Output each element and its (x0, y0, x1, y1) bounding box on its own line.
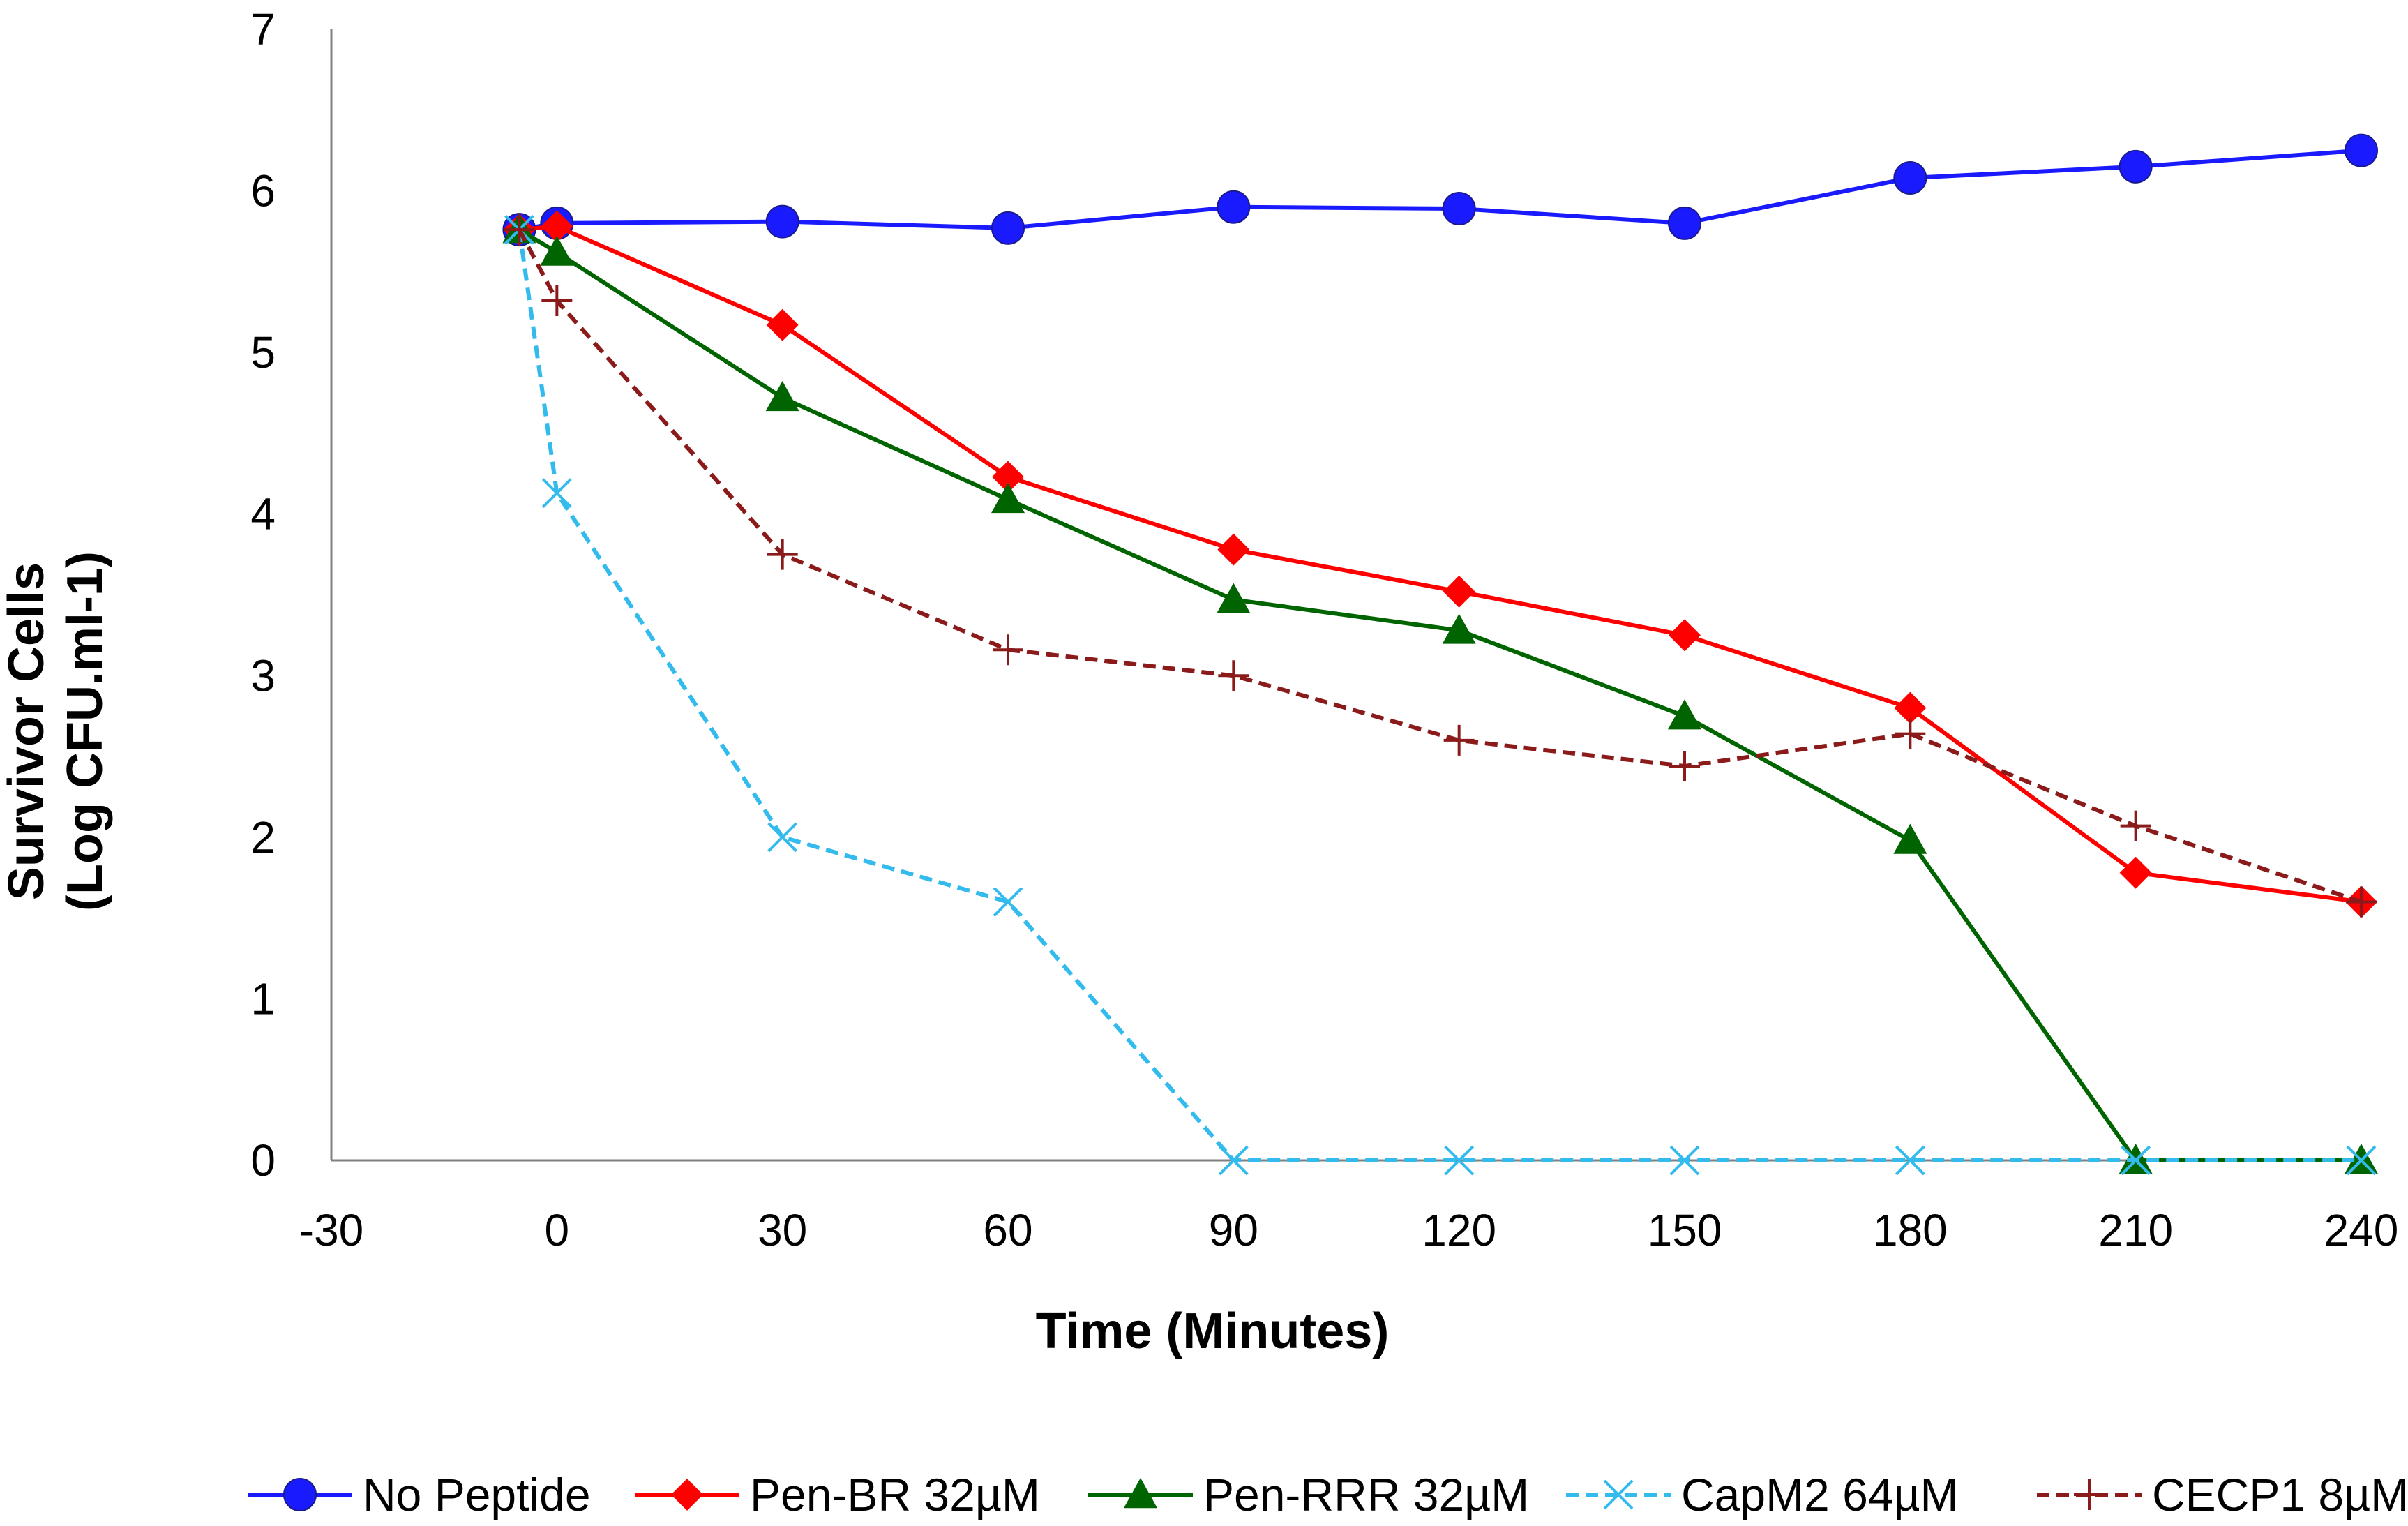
data-point (1444, 1145, 1475, 1176)
data-point (541, 478, 572, 509)
data-point (1443, 575, 1475, 608)
data-point (2121, 1145, 2151, 1176)
x-tick-label: 120 (1422, 1205, 1496, 1255)
legend: No Peptide Pen-BR 32µM Pen-RRR 32µM CapM2 6… (248, 1469, 2408, 1520)
x-tick-label: 60 (983, 1205, 1032, 1255)
data-point (283, 1478, 317, 1511)
data-point (1669, 750, 1700, 781)
data-point (671, 1479, 703, 1511)
x-tick-label: 0 (545, 1205, 570, 1255)
data-point (540, 235, 574, 266)
data-point (1895, 1145, 1925, 1176)
data-point (766, 308, 799, 341)
legend-item: Pen-BR 32µM (635, 1469, 1040, 1520)
data-point (504, 214, 535, 246)
y-tick-label: 7 (250, 4, 276, 54)
data-point (993, 887, 1023, 917)
legend-item: CECP1 8µM (2037, 1469, 2408, 1520)
data-point (541, 210, 573, 243)
data-point (1668, 206, 1701, 240)
legend-item: No Peptide (248, 1469, 591, 1520)
data-point (1442, 613, 1476, 644)
y-tick-labels: 0 1 2 3 4 5 6 7 (250, 4, 276, 1185)
y-tick-label: 2 (250, 812, 276, 862)
legend-label: CapM2 64µM (1681, 1469, 1959, 1520)
data-point (2346, 1145, 2377, 1176)
series-2 (502, 213, 2378, 1174)
series-line (518, 227, 2361, 1162)
series-0 (502, 133, 2378, 247)
data-point (2345, 133, 2378, 167)
y-tick-label: 0 (250, 1135, 276, 1185)
data-point (1217, 190, 1251, 224)
series-layer (502, 133, 2378, 1176)
data-point (1218, 1145, 1249, 1176)
data-point (1895, 718, 1926, 749)
data-point (1217, 583, 1251, 613)
y-axis-title: Survivor Cells (Log CFU.ml-1) (0, 551, 113, 911)
x-tick-label: 240 (2324, 1205, 2399, 1255)
data-point (1893, 823, 1927, 854)
data-point (767, 539, 798, 570)
data-point (993, 634, 1023, 666)
legend-item: Pen-RRR 32µM (1088, 1469, 1529, 1520)
y-tick-label: 5 (250, 327, 276, 377)
series-line (519, 224, 2362, 904)
data-point (2346, 886, 2377, 918)
x-tick-label: -30 (299, 1205, 364, 1255)
data-point (2074, 1479, 2105, 1510)
data-point (992, 461, 1024, 493)
data-point (1442, 192, 1476, 226)
legend-label: No Peptide (363, 1469, 591, 1520)
x-axis-title: Time (Minutes) (1036, 1303, 1390, 1359)
x-tick-label: 30 (758, 1205, 807, 1255)
x-tick-label: 150 (1648, 1205, 1722, 1255)
data-point (1603, 1479, 1634, 1510)
data-point (2119, 856, 2152, 889)
y-tick-label: 6 (250, 166, 276, 216)
series-line (518, 148, 2362, 232)
data-point (991, 482, 1025, 514)
data-point (765, 204, 799, 239)
x-tick-labels: -30 0 30 60 90 120 150 180 210 240 (299, 1205, 2399, 1255)
y-axis-title-line1: Survivor Cells (0, 562, 54, 900)
y-tick-label: 1 (250, 973, 276, 1024)
data-point (2119, 149, 2153, 184)
series-line (517, 228, 2362, 904)
series-3 (504, 214, 2377, 1176)
data-point (1124, 1478, 1157, 1509)
data-point (1443, 724, 1475, 756)
data-point (1668, 699, 1701, 730)
data-point (1669, 1145, 1700, 1176)
data-point (765, 380, 799, 412)
data-point (1894, 691, 1927, 724)
x-tick-label: 180 (1873, 1205, 1948, 1255)
y-tick-label: 3 (250, 650, 276, 701)
data-point (1218, 660, 1249, 691)
data-point (1669, 619, 1701, 652)
axes (330, 29, 2361, 1162)
legend-item: CapM2 64µM (1566, 1469, 1959, 1520)
legend-label: Pen-BR 32µM (750, 1469, 1040, 1520)
data-point (767, 822, 798, 853)
x-tick-label: 210 (2098, 1205, 2173, 1255)
series-line (517, 229, 2361, 1162)
x-tick-label: 90 (1209, 1205, 1258, 1255)
y-axis-title-line2: (Log CFU.ml-1) (57, 551, 113, 911)
y-tick-label: 4 (250, 489, 276, 539)
data-point (991, 211, 1025, 245)
series-4 (504, 214, 2377, 918)
data-point (1893, 161, 1927, 195)
legend-label: Pen-RRR 32µM (1203, 1469, 1529, 1520)
data-point (2120, 810, 2151, 841)
data-point (1217, 533, 1250, 566)
legend-label: CECP1 8µM (2152, 1469, 2408, 1520)
data-point (541, 285, 573, 317)
